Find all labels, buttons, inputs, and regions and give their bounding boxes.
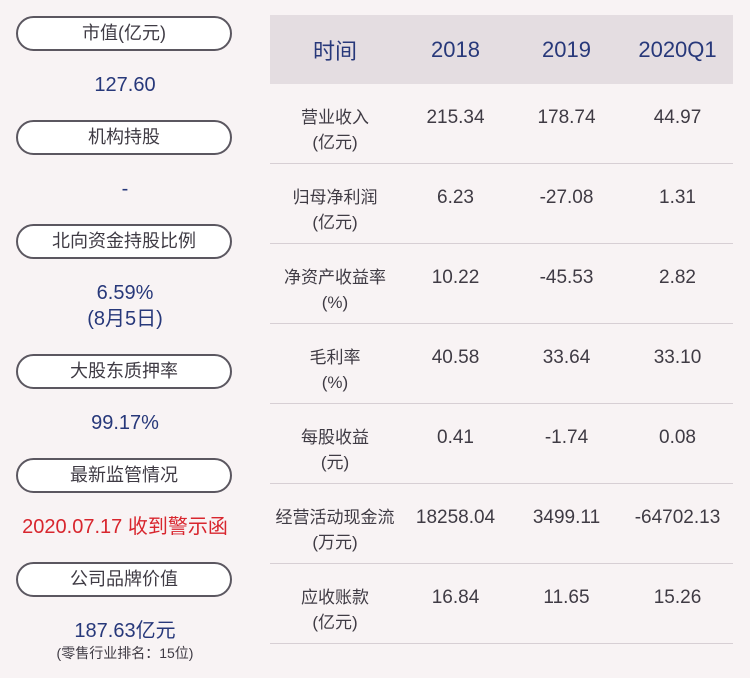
cell-value: 0.41 bbox=[437, 427, 474, 448]
cell-value: 6.23 bbox=[437, 187, 474, 208]
regulatory-status-value: 2020.07.17 收到警示函 bbox=[22, 516, 228, 538]
table-row: 营业收入 (亿元) 215.34 178.74 44.97 bbox=[270, 84, 733, 164]
cell-value: -27.08 bbox=[539, 187, 594, 208]
brand-value-value: 187.63亿元 bbox=[74, 620, 176, 642]
pledge-ratio-value: 99.17% bbox=[91, 412, 159, 434]
brand-value-rank-note: (零售行业排名：15位) bbox=[56, 645, 194, 661]
cell-value: 2.82 bbox=[659, 267, 696, 288]
table-row: 每股收益 (元) 0.41 -1.74 0.08 bbox=[270, 404, 733, 484]
table-header: 时间 2018 2019 2020Q1 bbox=[270, 15, 733, 84]
cell-value: -64702.13 bbox=[634, 507, 721, 528]
header-period: 时间 bbox=[312, 38, 357, 64]
summary-panel: 市值(亿元) 127.60 机构持股 - 北向资金持股比例 6.59% (8月5… bbox=[0, 0, 250, 678]
cell-value: 215.34 bbox=[426, 107, 485, 128]
cell-value: 33.10 bbox=[653, 347, 702, 368]
cell-value: 18258.04 bbox=[415, 507, 496, 528]
header-2020q1: 2020Q1 bbox=[638, 36, 717, 62]
institutional-holding-value: - bbox=[121, 178, 129, 200]
cell-value: 0.08 bbox=[659, 427, 696, 448]
row-label: 经营活动现金流 (万元) bbox=[275, 508, 395, 552]
cell-value: 178.74 bbox=[537, 107, 596, 128]
brand-value-label: 公司品牌价值 bbox=[16, 562, 232, 597]
financial-table: 时间 2018 2019 2020Q1 营业收入 (亿元) 215.34 178… bbox=[270, 15, 733, 644]
cell-value: 11.65 bbox=[543, 587, 590, 608]
row-label: 营业收入 (亿元) bbox=[301, 108, 369, 152]
table-row: 应收账款 (亿元) 16.84 11.65 15.26 bbox=[270, 564, 733, 644]
row-label: 毛利率 (%) bbox=[309, 348, 361, 392]
table-row: 归母净利润 (亿元) 6.23 -27.08 1.31 bbox=[270, 164, 733, 244]
cell-value: 10.22 bbox=[431, 267, 480, 288]
cell-value: -45.53 bbox=[539, 267, 594, 288]
cell-value: 3499.11 bbox=[532, 507, 601, 528]
table-row: 毛利率 (%) 40.58 33.64 33.10 bbox=[270, 324, 733, 404]
table-row: 净资产收益率 (%) 10.22 -45.53 2.82 bbox=[270, 244, 733, 324]
cell-value: 1.31 bbox=[659, 187, 696, 208]
market-cap-label: 市值(亿元) bbox=[16, 16, 232, 51]
market-cap-value: 127.60 bbox=[94, 74, 156, 96]
pledge-ratio-label: 大股东质押率 bbox=[16, 354, 232, 389]
cell-value: 40.58 bbox=[431, 347, 480, 368]
table-row: 经营活动现金流 (万元) 18258.04 3499.11 -64702.13 bbox=[270, 484, 733, 564]
northbound-holding-value: 6.59% bbox=[96, 282, 154, 304]
cell-value: 15.26 bbox=[653, 587, 702, 608]
northbound-holding-label: 北向资金持股比例 bbox=[16, 224, 232, 259]
row-label: 净资产收益率 (%) bbox=[284, 268, 386, 312]
cell-value: 44.97 bbox=[653, 107, 702, 128]
row-label: 归母净利润 (亿元) bbox=[292, 188, 378, 232]
cell-value: 16.84 bbox=[431, 587, 480, 608]
header-2018: 2018 bbox=[431, 36, 480, 62]
northbound-holding-date: (8月5日) bbox=[87, 308, 163, 330]
cell-value: -1.74 bbox=[544, 427, 589, 448]
cell-value: 33.64 bbox=[542, 347, 591, 368]
institutional-holding-label: 机构持股 bbox=[16, 120, 232, 155]
regulatory-status-label: 最新监管情况 bbox=[16, 458, 232, 493]
row-label: 每股收益 (元) bbox=[301, 428, 369, 472]
header-2019: 2019 bbox=[542, 36, 591, 62]
row-label: 应收账款 (亿元) bbox=[301, 588, 369, 632]
